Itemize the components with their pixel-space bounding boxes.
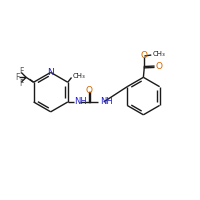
- Text: O: O: [141, 51, 148, 60]
- Text: NH: NH: [74, 97, 87, 106]
- Text: N: N: [47, 68, 54, 77]
- Text: F: F: [19, 67, 23, 76]
- Text: CH₃: CH₃: [152, 51, 165, 57]
- Text: O: O: [86, 86, 93, 95]
- Text: O: O: [155, 62, 162, 71]
- Text: F: F: [15, 73, 19, 82]
- Text: NH: NH: [100, 97, 113, 106]
- Text: F: F: [19, 79, 23, 88]
- Text: CH₃: CH₃: [73, 73, 86, 79]
